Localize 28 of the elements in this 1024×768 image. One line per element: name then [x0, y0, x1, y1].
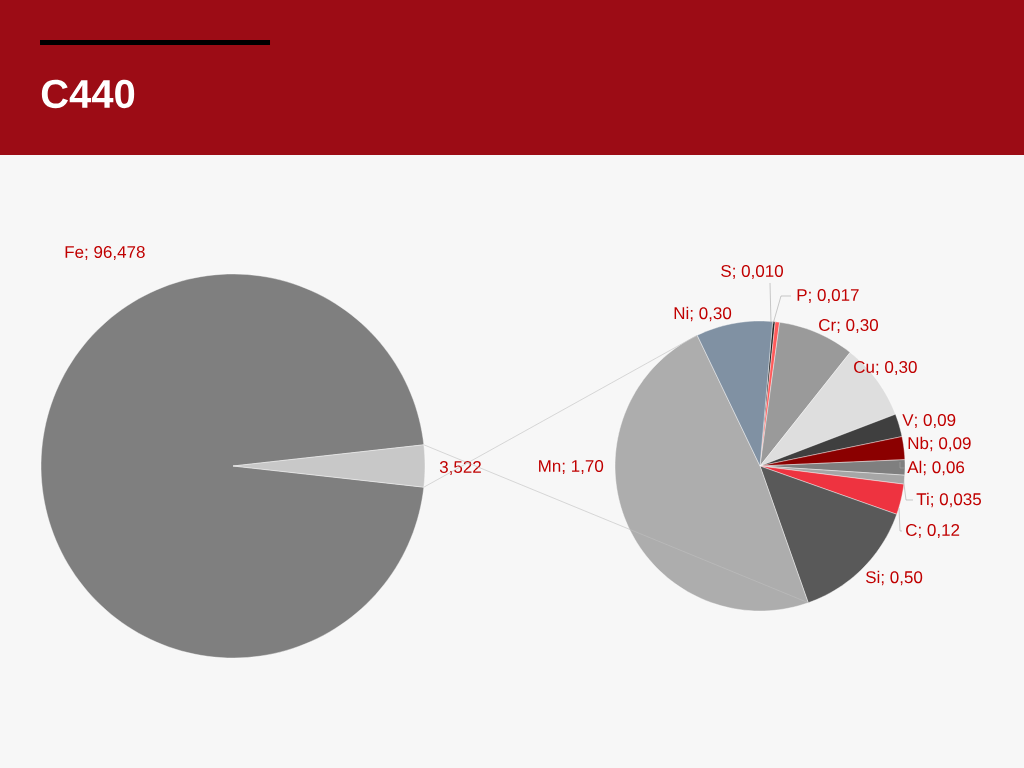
data-label: ; 0,30: [837, 318, 879, 334]
data-label: ; 0,30: [690, 307, 732, 322]
data-label: ; 0,30: [876, 360, 917, 376]
slice-label: Nb: [908, 436, 929, 450]
slice-label: S: [721, 264, 731, 278]
slice-label: Ni: [674, 306, 689, 320]
slice-label: C: [906, 523, 917, 537]
slice-label: Al: [907, 460, 922, 474]
data-label: ; 0,12: [919, 523, 960, 539]
slice-label: Cu: [854, 360, 874, 374]
slice-label: V: [902, 414, 914, 426]
slice-label: Fe: [65, 246, 84, 259]
chart-title: C440: [41, 79, 135, 109]
data-label: ; 0,09: [915, 413, 956, 429]
slice-label: Ti: [916, 492, 929, 506]
data-label: ; 0,035: [931, 493, 981, 508]
slice-label: Cr: [819, 318, 836, 332]
data-label: ; 0,017: [809, 288, 859, 304]
slice-label: P: [797, 289, 807, 301]
data-label: ; 0,09: [930, 437, 971, 452]
data-label: ; 96,478: [85, 245, 145, 261]
data-label: ; 0,06: [923, 461, 965, 476]
data-label: ; 1,70: [562, 459, 604, 475]
slice-label: Mn: [539, 460, 561, 472]
data-label: ; 0,50: [881, 571, 923, 586]
data-label: ; 0,010: [733, 264, 783, 280]
slice-label: Si: [865, 570, 880, 584]
data-label: 3,522: [439, 460, 481, 476]
